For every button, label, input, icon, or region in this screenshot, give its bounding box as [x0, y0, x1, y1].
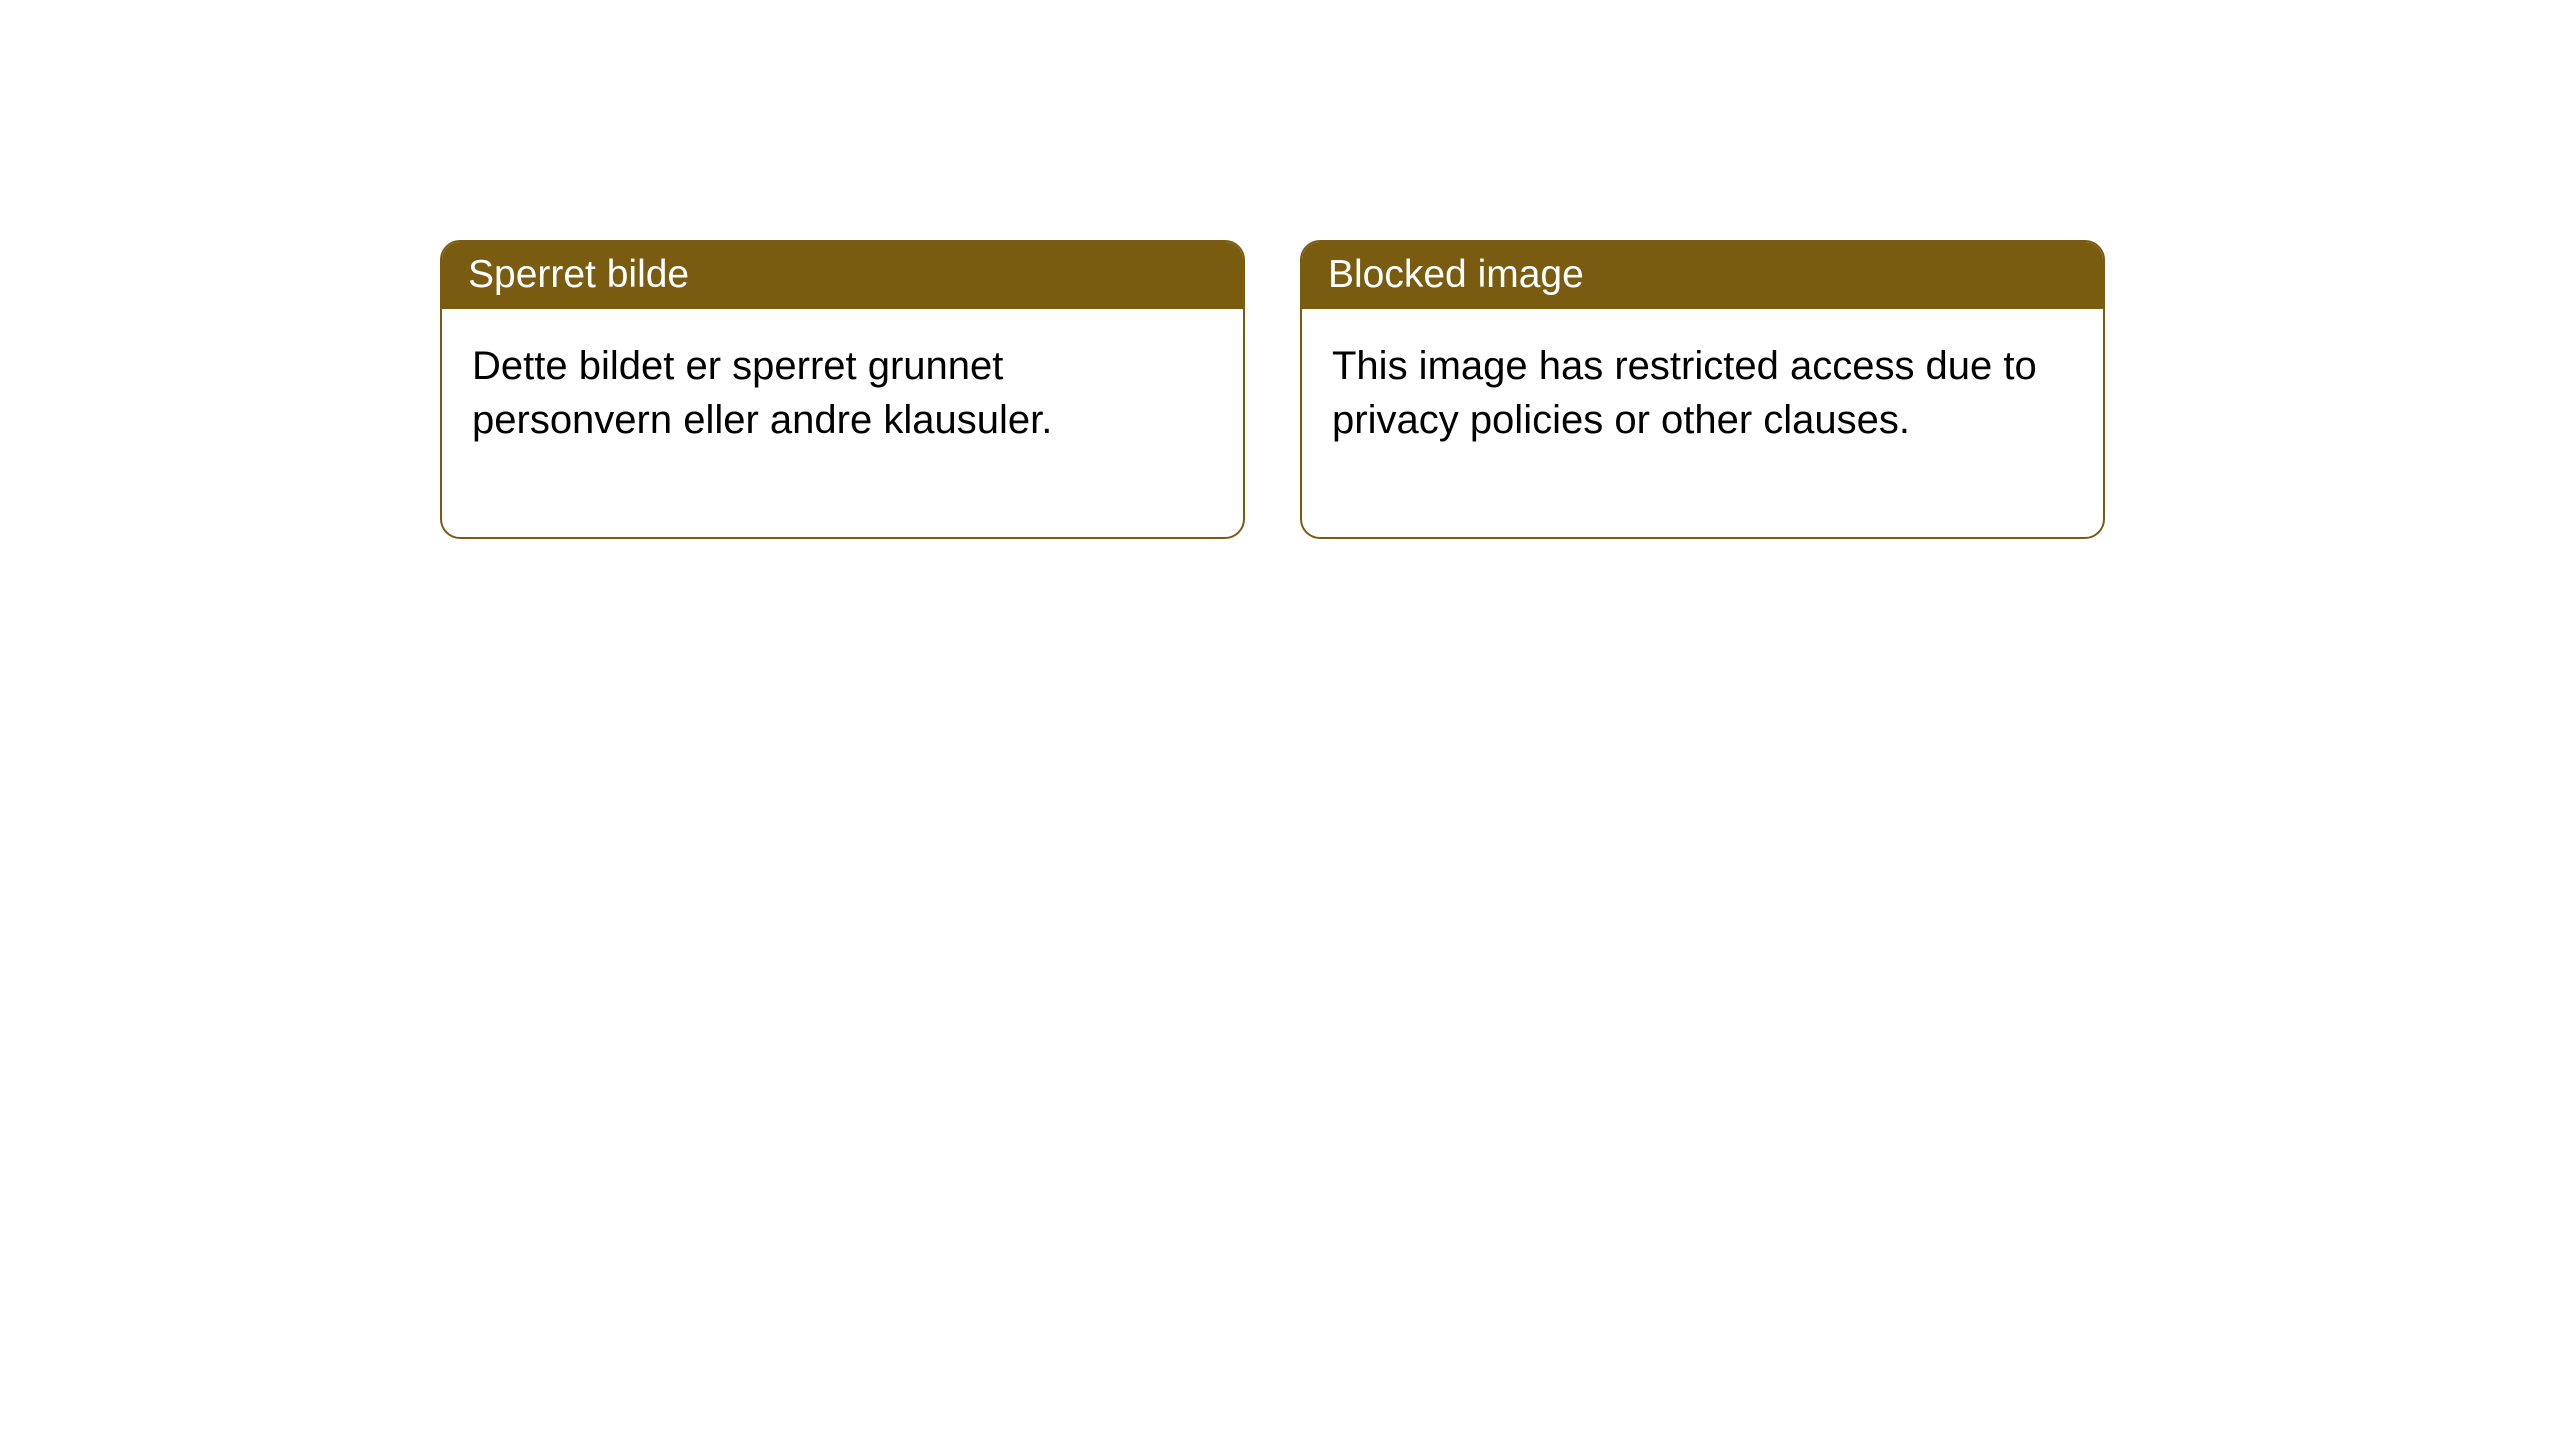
notice-card-norwegian: Sperret bilde Dette bildet er sperret gr…	[440, 240, 1245, 539]
notice-body: Dette bildet er sperret grunnet personve…	[442, 309, 1243, 537]
notice-header: Sperret bilde	[442, 242, 1243, 309]
notice-card-english: Blocked image This image has restricted …	[1300, 240, 2105, 539]
notice-body: This image has restricted access due to …	[1302, 309, 2103, 537]
notice-header: Blocked image	[1302, 242, 2103, 309]
notice-container: Sperret bilde Dette bildet er sperret gr…	[0, 0, 2560, 539]
